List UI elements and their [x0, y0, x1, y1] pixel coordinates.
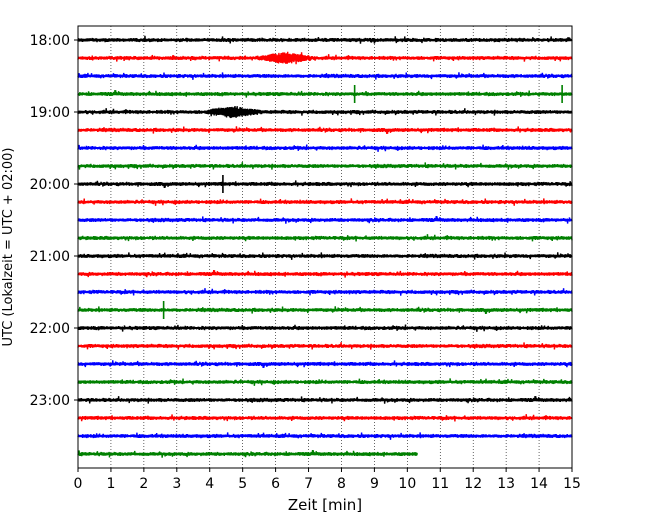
y-tick-label: 23:00: [30, 393, 70, 409]
y-tick-label: 19:00: [30, 105, 70, 121]
seismic-trace: [77, 72, 573, 80]
x-tick-label: 1: [106, 476, 115, 492]
y-tick-label: 20:00: [30, 177, 70, 193]
seismic-trace: [77, 414, 573, 422]
x-tick-label: 14: [530, 476, 548, 492]
seismic-trace: [77, 324, 573, 332]
x-tick-label: 11: [431, 476, 449, 492]
y-tick-label: 21:00: [30, 249, 70, 265]
seismic-trace: [77, 198, 573, 206]
seismic-trace: [77, 360, 573, 369]
x-tick-label: 3: [172, 476, 181, 492]
y-tick-label: 18:00: [30, 33, 70, 49]
x-tick-label: 9: [370, 476, 379, 492]
x-tick-label: 0: [74, 476, 83, 492]
x-tick-label: 7: [304, 476, 313, 492]
x-tick-label: 6: [271, 476, 280, 492]
y-ticks: 18:00 19:00 20:00 21:00 22:00 23:00: [30, 33, 78, 409]
seismic-trace: [77, 252, 573, 260]
seismic-trace: [77, 269, 573, 278]
x-ticks: 0 1 2 3 4 5 6 7 8 9 10 11 12 13 14 15: [74, 468, 581, 492]
seismic-trace: [77, 395, 573, 404]
x-tick-label: 12: [464, 476, 482, 492]
seismic-trace: [77, 234, 573, 242]
y-tick-label: 22:00: [30, 321, 70, 337]
seismic-trace: [77, 306, 573, 315]
seismic-trace: [77, 378, 573, 386]
seismic-trace: [77, 180, 573, 189]
x-tick-label: 8: [337, 476, 346, 492]
seismic-trace: [77, 288, 573, 296]
seismic-trace: [77, 449, 418, 458]
seismic-trace: [77, 126, 573, 135]
seismic-trace: [77, 144, 573, 152]
seismic-trace: [77, 106, 573, 119]
x-tick-label: 15: [563, 476, 581, 492]
seismic-trace: [77, 162, 573, 170]
x-tick-label: 4: [205, 476, 214, 492]
y-axis-label: UTC (Lokalzeit = UTC + 02:00): [1, 148, 16, 347]
x-tick-label: 13: [497, 476, 515, 492]
seismic-trace: [77, 215, 573, 224]
x-axis-label: Zeit [min]: [288, 496, 362, 514]
seismic-trace: [77, 89, 573, 98]
seismic-trace: [77, 342, 573, 350]
seismic-trace: [77, 51, 573, 65]
seismic-trace: [77, 432, 573, 440]
x-tick-label: 5: [238, 476, 247, 492]
x-tick-label: 2: [139, 476, 148, 492]
plot-frame: [77, 25, 573, 469]
x-tick-label: 10: [398, 476, 416, 492]
traces: [77, 35, 573, 458]
seismic-trace: [77, 35, 573, 44]
